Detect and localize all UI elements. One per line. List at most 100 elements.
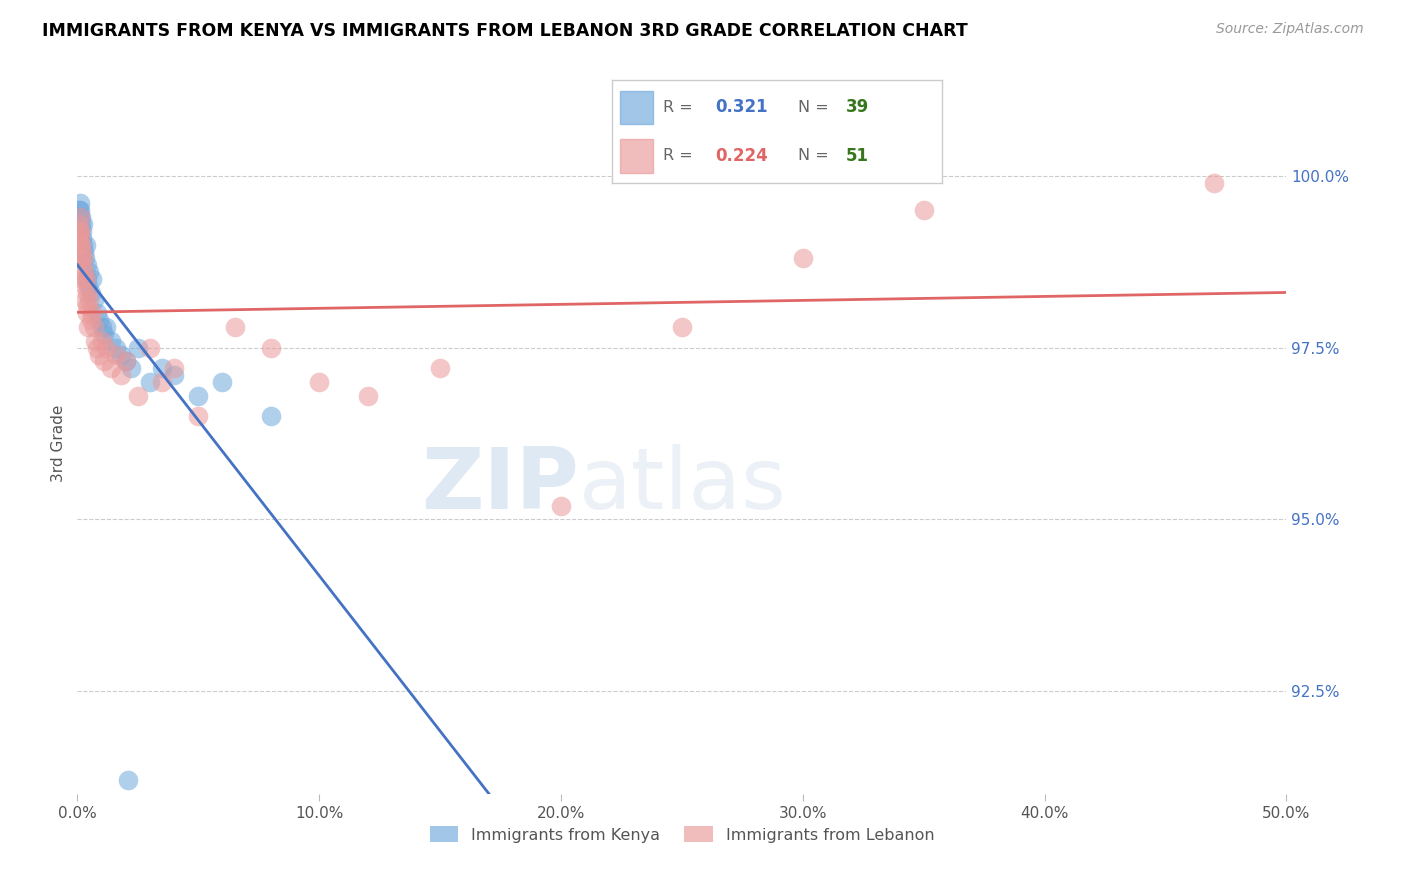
Point	[127, 341, 149, 355]
Point	[110, 347, 132, 361]
Text: 0.321: 0.321	[716, 98, 768, 117]
Text: R =: R =	[662, 148, 697, 163]
Point	[671, 320, 693, 334]
Point	[69, 231, 91, 245]
Point	[73, 252, 96, 266]
Point	[83, 320, 105, 334]
Point	[187, 389, 209, 403]
Legend: Immigrants from Kenya, Immigrants from Lebanon: Immigrants from Kenya, Immigrants from L…	[423, 820, 941, 849]
Point	[84, 334, 107, 348]
Text: R =: R =	[662, 100, 697, 115]
Point	[70, 258, 93, 272]
Point	[76, 272, 98, 286]
Point	[67, 217, 90, 231]
Point	[429, 361, 451, 376]
Point	[70, 231, 93, 245]
Point	[70, 217, 93, 231]
Point	[70, 244, 93, 259]
Text: 0.224: 0.224	[716, 146, 769, 165]
Point	[79, 293, 101, 307]
Point	[86, 341, 108, 355]
Point	[79, 265, 101, 279]
Point	[163, 361, 186, 376]
Point	[75, 272, 97, 286]
Point	[120, 361, 142, 376]
Point	[93, 354, 115, 368]
Point	[308, 375, 330, 389]
Point	[87, 313, 110, 327]
Point	[87, 347, 110, 361]
Point	[110, 368, 132, 383]
Point	[70, 252, 93, 266]
Point	[67, 217, 90, 231]
Point	[72, 217, 94, 231]
Point	[96, 320, 118, 334]
Point	[76, 300, 98, 314]
Point	[100, 334, 122, 348]
Point	[356, 389, 378, 403]
Point	[127, 389, 149, 403]
Point	[69, 203, 91, 218]
Point	[86, 306, 108, 320]
Point	[114, 354, 136, 368]
Text: N =: N =	[799, 100, 834, 115]
Point	[187, 409, 209, 424]
Text: IMMIGRANTS FROM KENYA VS IMMIGRANTS FROM LEBANON 3RD GRADE CORRELATION CHART: IMMIGRANTS FROM KENYA VS IMMIGRANTS FROM…	[42, 22, 967, 40]
Point	[80, 272, 103, 286]
Point	[100, 361, 122, 376]
Point	[83, 293, 105, 307]
Point	[224, 320, 246, 334]
Point	[72, 237, 94, 252]
Point	[73, 244, 96, 259]
Point	[105, 341, 128, 355]
Point	[69, 211, 91, 225]
Point	[69, 211, 91, 225]
Point	[260, 409, 283, 424]
Point	[72, 252, 94, 266]
Point	[76, 285, 98, 300]
Text: ZIP: ZIP	[422, 444, 579, 527]
Text: Source: ZipAtlas.com: Source: ZipAtlas.com	[1216, 22, 1364, 37]
Text: atlas: atlas	[579, 444, 787, 527]
Point	[80, 306, 103, 320]
Point	[67, 203, 90, 218]
Text: N =: N =	[799, 148, 834, 163]
Point	[90, 334, 112, 348]
Point	[79, 285, 101, 300]
Point	[72, 272, 94, 286]
Point	[69, 224, 91, 238]
Point	[76, 258, 98, 272]
Point	[139, 341, 162, 355]
Point	[93, 326, 115, 341]
Point	[105, 347, 128, 361]
Point	[150, 361, 173, 376]
Point	[163, 368, 186, 383]
Point	[75, 237, 97, 252]
Point	[77, 278, 100, 293]
Point	[67, 237, 90, 252]
Point	[117, 773, 139, 788]
Y-axis label: 3rd Grade: 3rd Grade	[51, 405, 66, 483]
Point	[912, 203, 935, 218]
Point	[260, 341, 283, 355]
Point	[139, 375, 162, 389]
Point	[70, 224, 93, 238]
Point	[96, 341, 118, 355]
Point	[114, 354, 136, 368]
Point	[73, 278, 96, 293]
Text: 39: 39	[846, 98, 869, 117]
Point	[77, 320, 100, 334]
Point	[1202, 176, 1225, 190]
Point	[76, 306, 98, 320]
Point	[70, 211, 93, 225]
Point	[69, 224, 91, 238]
Point	[69, 237, 91, 252]
Point	[67, 231, 90, 245]
Point	[150, 375, 173, 389]
Point	[70, 237, 93, 252]
Point	[90, 320, 112, 334]
Point	[792, 252, 814, 266]
Bar	[620, 91, 652, 124]
Point	[75, 293, 97, 307]
Point	[550, 499, 572, 513]
